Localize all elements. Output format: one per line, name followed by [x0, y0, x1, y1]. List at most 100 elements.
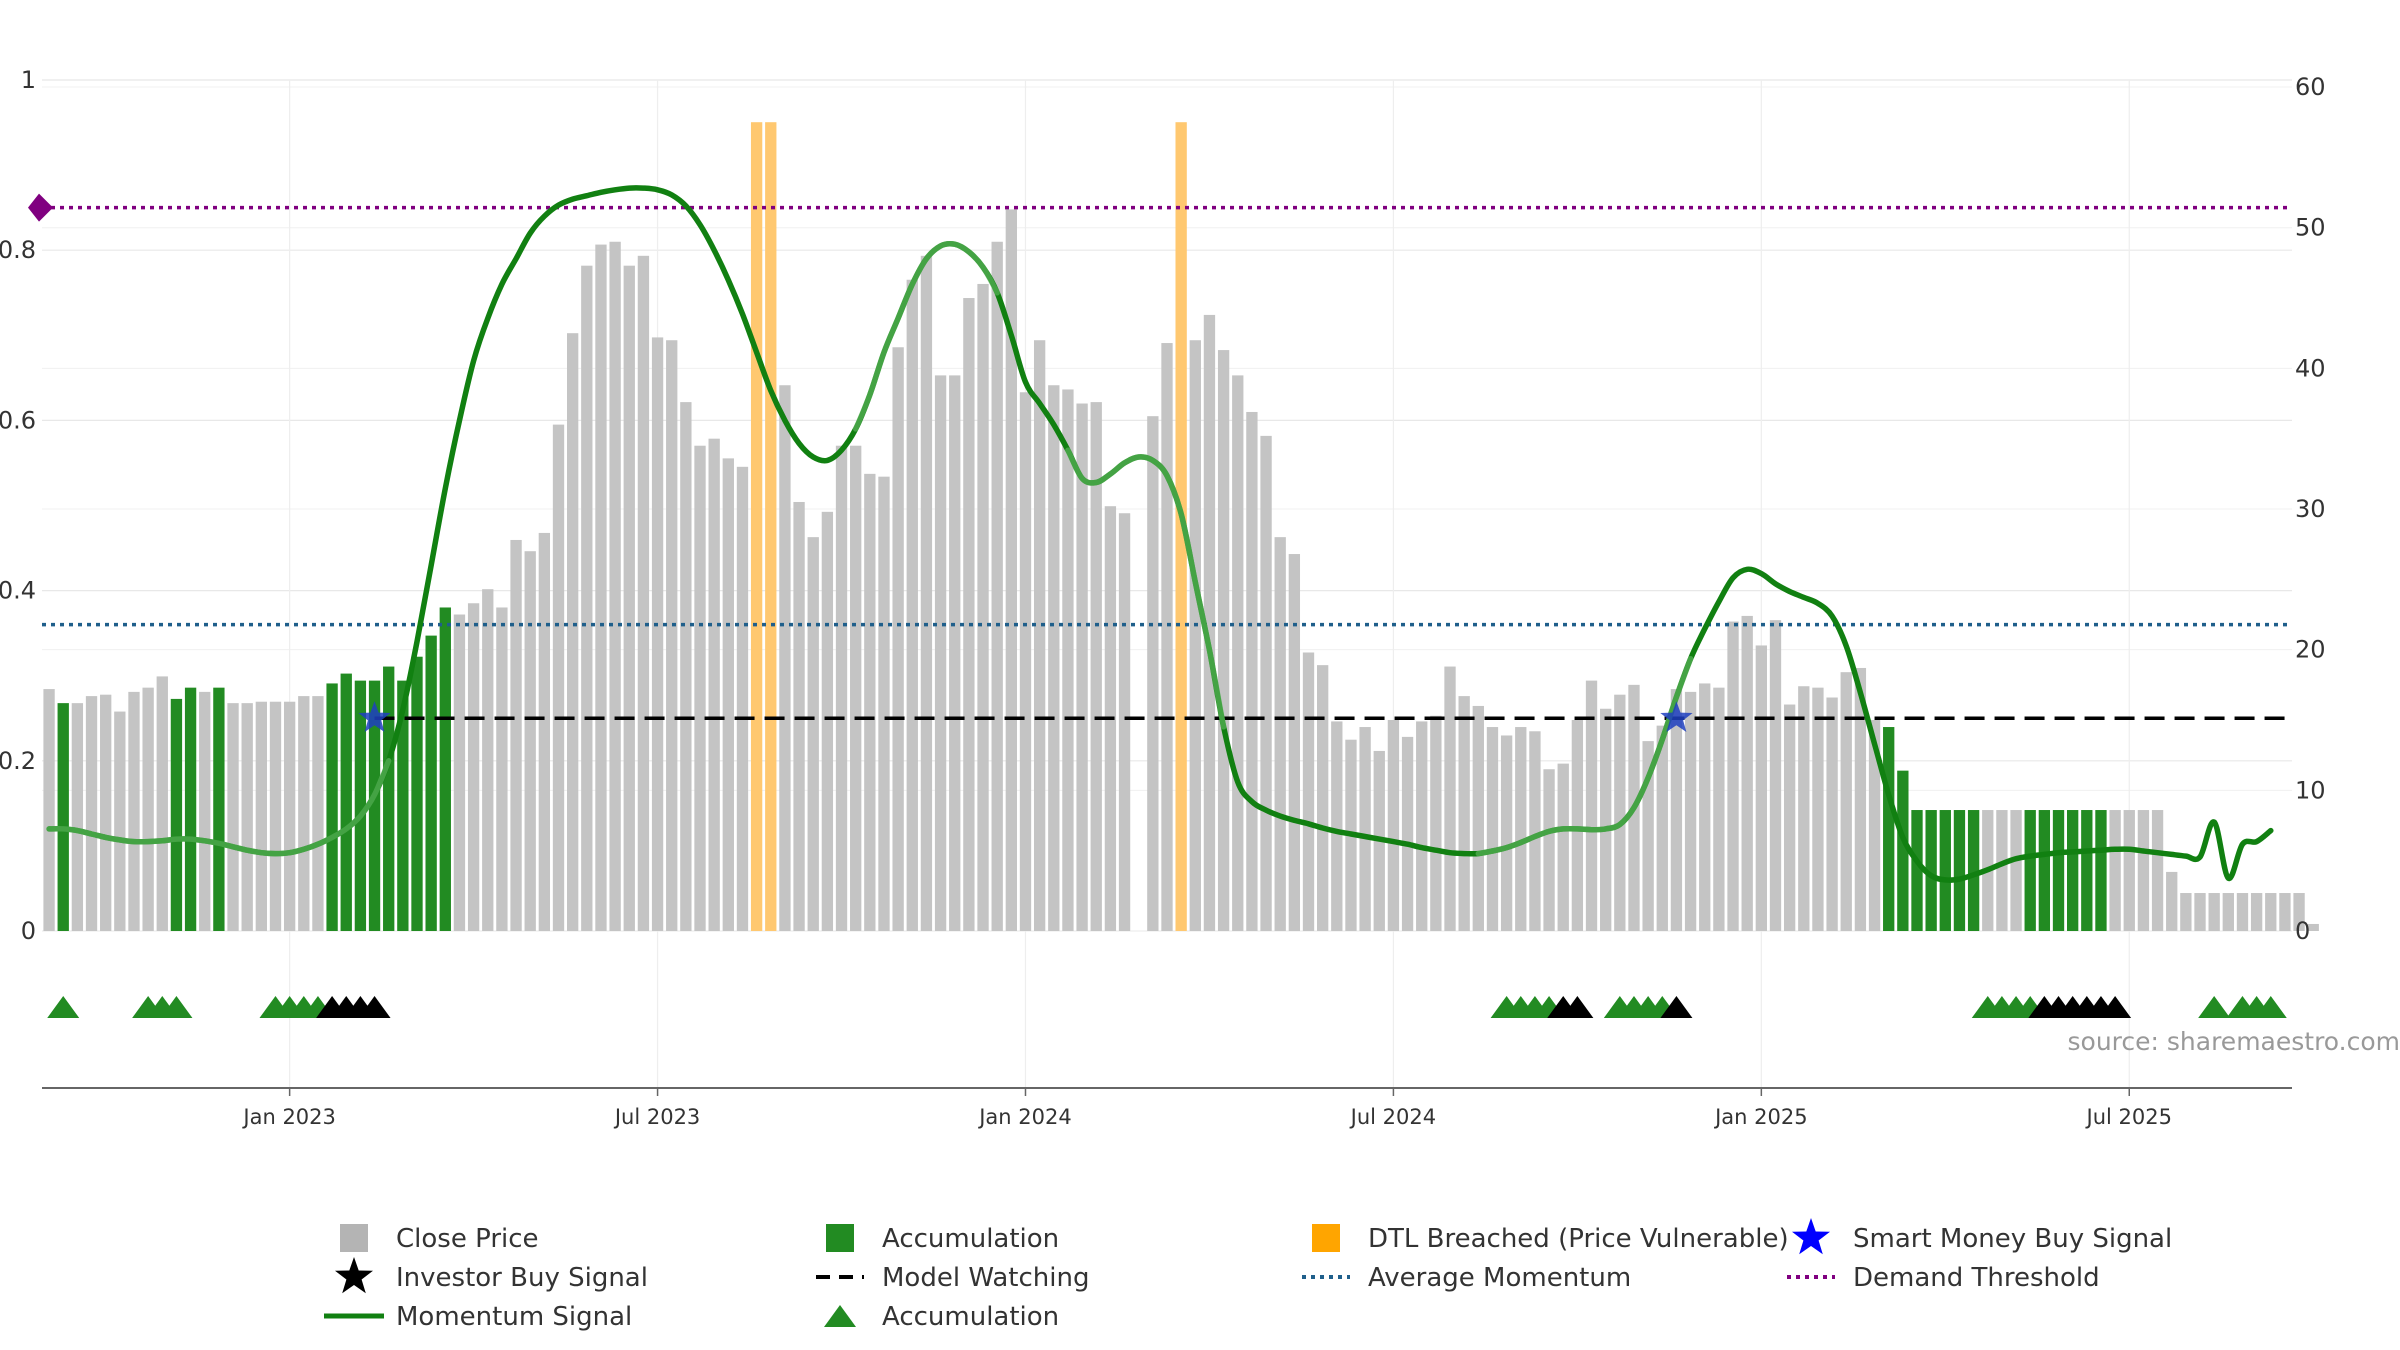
close-price-bar — [1444, 666, 1456, 931]
close-price-bar — [779, 385, 791, 931]
accumulation-bar — [425, 635, 437, 931]
close-price-bar — [1416, 721, 1428, 931]
smart-money-buy-star — [358, 701, 391, 732]
close-price-bar — [1033, 340, 1046, 931]
close-price-bar — [1486, 727, 1499, 931]
close-price-bar — [722, 458, 734, 931]
accumulation-bar — [2081, 810, 2093, 931]
close-price-bar — [1302, 652, 1315, 931]
close-price-bar — [680, 402, 692, 932]
right-axis-tick-label: 0 — [2295, 917, 2310, 945]
accumulation-bar — [170, 698, 183, 931]
accumulation-bar — [1953, 810, 1966, 931]
left-axis-tick-label: 0.8 — [0, 236, 36, 264]
legend-label: Investor Buy Signal — [396, 1263, 648, 1293]
close-price-bar — [920, 255, 933, 932]
close-price-bar — [1288, 554, 1301, 931]
close-price-bar — [623, 265, 635, 931]
close-price-bar — [878, 476, 890, 931]
close-price-bar — [142, 687, 154, 931]
close-price-bar — [1019, 392, 1032, 931]
legend-label: Average Momentum — [1368, 1263, 1631, 1293]
accumulation-bar — [1939, 810, 1951, 931]
accumulation-bar — [57, 703, 69, 931]
close-price-bar — [1161, 343, 1173, 931]
investor-buy-triangle — [358, 996, 391, 1018]
close-price-bar — [2279, 893, 2291, 931]
close-price-bar — [2236, 893, 2249, 931]
close-price-bar — [2109, 810, 2121, 931]
close-price-bar — [1769, 620, 1782, 931]
close-price-bar — [1543, 769, 1555, 931]
legend-label: Close Price — [396, 1224, 539, 1254]
close-price-bar — [1118, 513, 1131, 931]
close-price-bar — [991, 241, 1003, 932]
close-price-bar — [793, 501, 805, 931]
close-price-bar — [2180, 893, 2192, 931]
x-axis-tick-label: Jan 2024 — [977, 1105, 1072, 1129]
close-price-bar — [1232, 375, 1244, 931]
close-price-bar — [906, 279, 918, 931]
close-price-bar — [1147, 416, 1159, 931]
accumulation-triangle — [160, 996, 193, 1018]
legend-item: DTL Breached (Price Vulnerable) — [1312, 1224, 1789, 1254]
close-price-bar — [1189, 340, 1201, 931]
close-price-bar — [1670, 689, 1683, 931]
close-price-bar — [1387, 720, 1400, 931]
close-price-bar — [255, 701, 267, 931]
accumulation-bar — [1925, 810, 1937, 931]
close-price-bar — [128, 691, 140, 931]
accumulation-bar — [1897, 770, 1909, 931]
investor-buy-triangle — [1660, 996, 1693, 1018]
close-price-bar — [1430, 715, 1442, 931]
close-price-bar — [1656, 725, 1668, 931]
accumulation-bar — [368, 680, 381, 931]
legend-item: Average Momentum — [1302, 1263, 1631, 1293]
close-price-bar — [71, 703, 84, 931]
close-price-bar — [2137, 810, 2150, 931]
close-price-bar — [1840, 672, 1852, 931]
accumulation-bar — [2067, 810, 2079, 931]
left-axis-tick-label: 0.2 — [0, 747, 36, 775]
accumulation-bar — [1967, 810, 1980, 931]
close-price-bar — [241, 703, 253, 931]
dtl-breached-bar — [1175, 122, 1187, 931]
close-price-bar — [595, 244, 607, 931]
legend-triangle-icon — [824, 1305, 856, 1327]
dtl-breached-bar — [750, 122, 763, 931]
close-price-bar — [269, 701, 282, 931]
close-price-bar — [821, 511, 834, 931]
momentum-signal — [46, 185, 2274, 883]
signal-markers — [47, 701, 2287, 1018]
accumulation-bar — [213, 687, 225, 931]
close-price-bar — [2123, 810, 2135, 931]
legend-item: Investor Buy Signal — [335, 1257, 648, 1294]
close-price-bar — [453, 614, 466, 931]
close-price-bar — [567, 333, 579, 932]
x-axis-tick-label: Jul 2025 — [2085, 1105, 2172, 1129]
close-price-bar — [1005, 209, 1017, 931]
close-price-bar — [2307, 923, 2319, 931]
close-price-bar — [1600, 708, 1612, 931]
close-price-bar — [2166, 871, 2178, 931]
close-price-bar — [85, 696, 98, 931]
close-price-bar — [1472, 705, 1484, 931]
close-price-bar — [1812, 687, 1824, 931]
legend-star-icon — [1792, 1218, 1830, 1255]
investor-buy-triangle — [1561, 996, 1594, 1018]
accumulation-bar — [439, 607, 451, 931]
close-price-bar — [1331, 721, 1343, 931]
source-label: source: sharemaestro.com — [2068, 1027, 2400, 1056]
close-price-bar — [1826, 697, 1838, 931]
close-price-bar — [1741, 615, 1753, 931]
legend-item: Demand Threshold — [1787, 1263, 2100, 1293]
close-price-bar — [892, 347, 904, 931]
close-price-bar — [1217, 350, 1230, 931]
legend-item: Accumulation — [826, 1224, 1059, 1254]
close-price-bar — [1996, 810, 2008, 931]
close-price-bar — [1571, 720, 1584, 931]
demand-threshold-marker — [28, 193, 53, 222]
legend-square-icon — [1312, 1224, 1340, 1252]
